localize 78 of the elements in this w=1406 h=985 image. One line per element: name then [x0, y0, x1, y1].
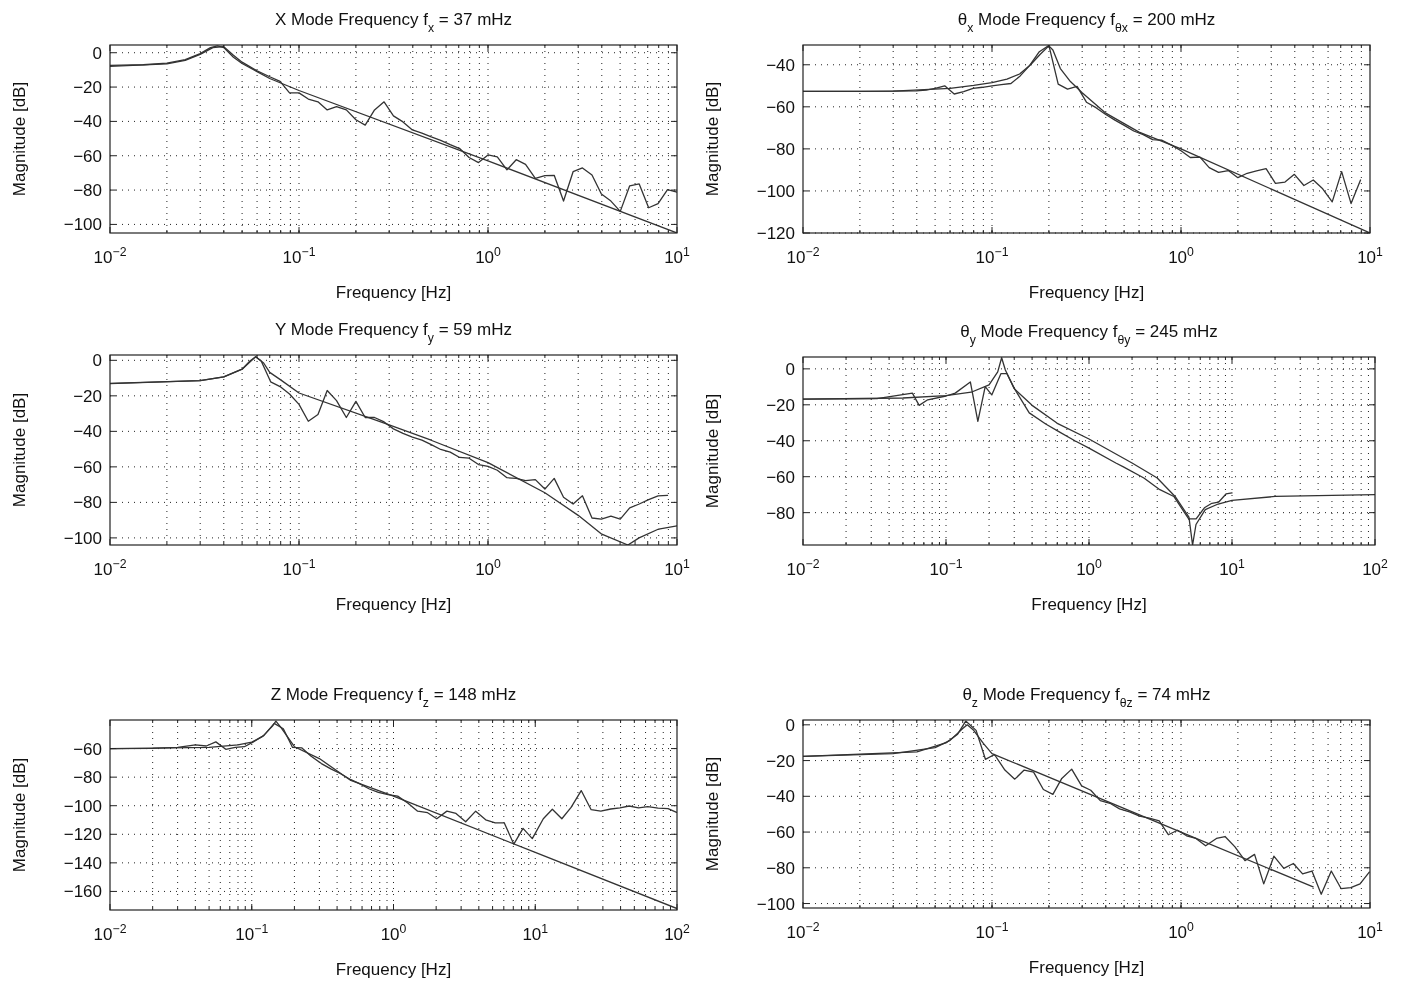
x-tick-label: 10$^{0}$: [1168, 245, 1195, 267]
y-tick-label: −40: [766, 55, 795, 75]
x-tick-label: 10$^{1}$: [664, 245, 691, 267]
x-tick-label: 10$^{1}$: [664, 557, 691, 579]
x-tick-label: 10$^{−2}$: [786, 557, 820, 579]
x-tick-label: 10$^{−1}$: [235, 922, 269, 944]
y-tick-label: −40: [766, 787, 795, 807]
x-tick-label: 10$^{−1}$: [975, 920, 1009, 942]
x-tick-label: 10$^{1}$: [522, 922, 549, 944]
x-axis-title: Frequency [Hz]: [1028, 283, 1145, 302]
y-tick-label: −120: [63, 825, 102, 845]
y-axis-title: Magnitude [dB]: [703, 393, 722, 509]
y-tick-label: −20: [73, 386, 102, 406]
y-tick-label: −100: [63, 528, 102, 548]
chart-title: θ$_{z}$ Mode Frequency f$_{θz}$ = 74 mHz: [962, 685, 1211, 710]
x-axis-title: Frequency [Hz]: [1028, 958, 1145, 977]
y-tick-label: −60: [73, 457, 102, 477]
y-tick-label: 0: [785, 715, 795, 735]
chart-title: θ$_{y}$ Mode Frequency f$_{θy}$ = 245 mHz: [960, 322, 1218, 347]
y-tick-label: −60: [766, 97, 795, 117]
y-tick-label: −80: [766, 503, 795, 523]
y-tick-label: −100: [756, 181, 795, 201]
chart-title: Z Mode Frequency f$_{z}$ = 148 mHz: [270, 685, 517, 710]
y-tick-label: −40: [766, 431, 795, 451]
x-tick-label: 10$^{1}$: [1357, 920, 1384, 942]
y-axis-title: Magnitude [dB]: [10, 392, 29, 508]
y-tick-label: −80: [73, 181, 102, 201]
y-tick-label: −100: [756, 894, 795, 914]
x-tick-label: 10$^{0}$: [475, 557, 502, 579]
x-tick-label: 10$^{0}$: [1076, 557, 1103, 579]
y-tick-label: −60: [73, 739, 102, 759]
y-tick-label: −120: [756, 224, 795, 243]
y-tick-label: −40: [73, 112, 102, 132]
y-tick-label: −100: [63, 796, 102, 816]
x-tick-label: 10$^{−2}$: [93, 557, 127, 579]
y-tick-label: −100: [63, 215, 102, 235]
x-tick-label: 10$^{−1}$: [975, 245, 1009, 267]
y-tick-label: −20: [766, 395, 795, 415]
x-tick-label: 10$^{−2}$: [93, 245, 127, 267]
x-tick-label: 10$^{−2}$: [786, 245, 820, 267]
x-tick-label: 10$^{−2}$: [93, 922, 127, 944]
y-axis-title: Magnitude [dB]: [703, 756, 722, 872]
x-tick-label: 10$^{0}$: [1168, 920, 1195, 942]
y-tick-label: −160: [63, 882, 102, 902]
y-tick-label: −20: [766, 751, 795, 771]
y-tick-label: −20: [73, 78, 102, 98]
y-tick-label: −80: [73, 493, 102, 513]
y-tick-label: 0: [92, 351, 102, 371]
x-tick-label: 10$^{2}$: [1362, 557, 1389, 579]
chart-title: Y Mode Frequency f$_{y}$ = 59 mHz: [275, 320, 512, 345]
y-tick-label: −60: [766, 467, 795, 487]
y-axis-title: Magnitude [dB]: [10, 81, 29, 197]
x-axis-title: Frequency [Hz]: [335, 283, 452, 302]
x-tick-label: 10$^{2}$: [664, 922, 691, 944]
y-tick-label: 0: [785, 359, 795, 379]
y-tick-label: 0: [92, 43, 102, 63]
x-tick-label: 10$^{−1}$: [929, 557, 963, 579]
x-axis-title: Frequency [Hz]: [335, 595, 452, 614]
x-tick-label: 10$^{−1}$: [282, 557, 316, 579]
y-tick-label: −80: [73, 768, 102, 788]
x-tick-label: 10$^{1}$: [1357, 245, 1384, 267]
x-axis-title: Frequency [Hz]: [1031, 595, 1147, 614]
x-tick-label: 10$^{0}$: [380, 922, 407, 944]
y-tick-label: −80: [766, 139, 795, 159]
x-tick-label: 10$^{0}$: [475, 245, 502, 267]
chart-title: θ$_{x}$ Mode Frequency f$_{θx}$ = 200 mHz: [957, 10, 1216, 35]
x-tick-label: 10$^{−2}$: [786, 920, 820, 942]
y-tick-label: −80: [766, 858, 795, 878]
y-tick-label: −40: [73, 422, 102, 442]
x-tick-label: 10$^{−1}$: [282, 245, 316, 267]
y-axis-title: Magnitude [dB]: [703, 81, 722, 197]
y-tick-label: −60: [766, 823, 795, 843]
x-axis-title: Frequency [Hz]: [335, 960, 452, 979]
chart-title: X Mode Frequency f$_{x}$ = 37 mHz: [274, 10, 513, 35]
y-axis-title: Magnitude [dB]: [10, 757, 29, 873]
y-tick-label: −60: [73, 146, 102, 166]
y-tick-label: −140: [63, 853, 102, 873]
x-tick-label: 10$^{1}$: [1219, 557, 1246, 579]
